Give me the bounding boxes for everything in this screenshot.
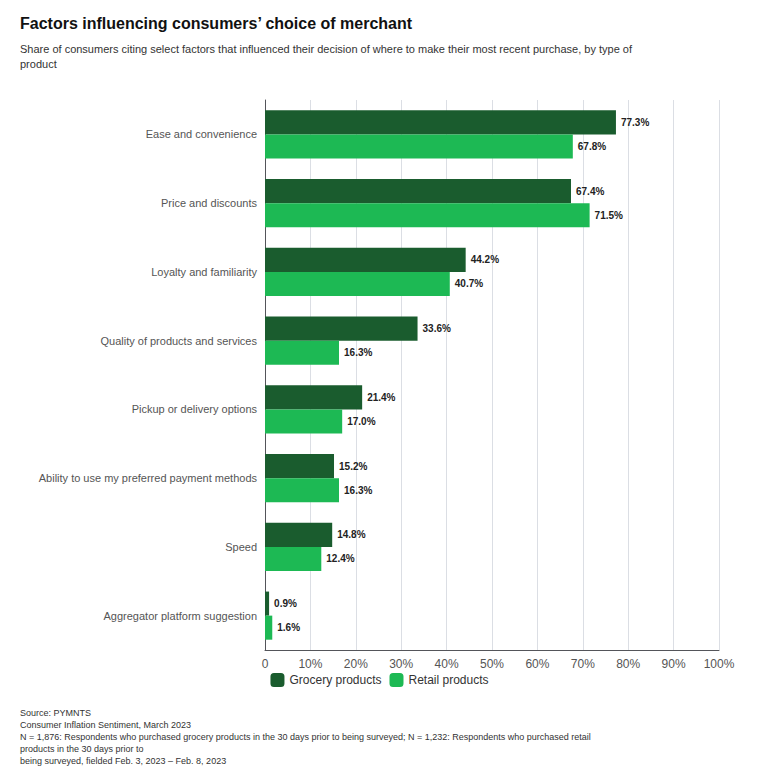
svg-text:40%: 40% [435,657,459,671]
svg-text:N = 1,876: Respondents who pur: N = 1,876: Respondents who purchased gro… [20,732,593,742]
svg-text:1.6%: 1.6% [277,622,300,633]
svg-text:Aggregator platform suggestion: Aggregator platform suggestion [104,610,257,622]
svg-text:67.8%: 67.8% [578,141,606,152]
svg-text:17.0%: 17.0% [347,416,375,427]
svg-text:21.4%: 21.4% [367,392,395,403]
svg-text:16.3%: 16.3% [344,485,372,496]
svg-text:15.2%: 15.2% [339,461,367,472]
svg-text:90%: 90% [662,657,686,671]
svg-text:20%: 20% [344,657,368,671]
svg-text:Factors influencing consumers’: Factors influencing consumers’ choice of… [20,15,413,32]
svg-text:Consumer Inflation Sentiment,: Consumer Inflation Sentiment, March 2023 [20,720,191,730]
svg-text:Price and discounts: Price and discounts [161,197,257,209]
svg-text:12.4%: 12.4% [326,553,354,564]
svg-text:0.9%: 0.9% [274,598,297,609]
svg-text:30%: 30% [389,657,413,671]
svg-text:product: product [20,58,57,70]
svg-text:60%: 60% [525,657,549,671]
svg-text:16.3%: 16.3% [344,347,372,358]
svg-text:14.8%: 14.8% [337,529,365,540]
svg-text:Share of consumers citing sele: Share of consumers citing select factors… [20,43,633,55]
svg-text:Grocery products: Grocery products [289,673,381,687]
svg-text:77.3%: 77.3% [621,117,649,128]
svg-text:Source: PYMNTS: Source: PYMNTS [20,708,91,718]
svg-text:Speed: Speed [225,541,257,553]
svg-text:Ease and convenience: Ease and convenience [146,128,257,140]
svg-text:40.7%: 40.7% [455,278,483,289]
svg-text:products in the 30 days prior: products in the 30 days prior to [20,744,144,754]
svg-text:80%: 80% [616,657,640,671]
svg-text:Quality of products and servic: Quality of products and services [100,335,257,347]
svg-text:71.5%: 71.5% [595,210,623,221]
svg-text:Retail products: Retail products [408,673,488,687]
svg-text:Pickup or delivery options: Pickup or delivery options [132,403,258,415]
svg-text:Loyalty and familiarity: Loyalty and familiarity [151,266,257,278]
svg-text:being surveyed, fielded Feb. 3: being surveyed, fielded Feb. 3, 2023 – F… [20,756,226,766]
svg-text:33.6%: 33.6% [423,323,451,334]
svg-text:10%: 10% [298,657,322,671]
svg-text:70%: 70% [571,657,595,671]
svg-text:100%: 100% [704,657,735,671]
svg-text:0: 0 [262,657,269,671]
svg-text:Ability to use my preferred pa: Ability to use my preferred payment meth… [39,472,258,484]
svg-text:44.2%: 44.2% [471,254,499,265]
svg-text:67.4%: 67.4% [576,186,604,197]
svg-text:50%: 50% [480,657,504,671]
